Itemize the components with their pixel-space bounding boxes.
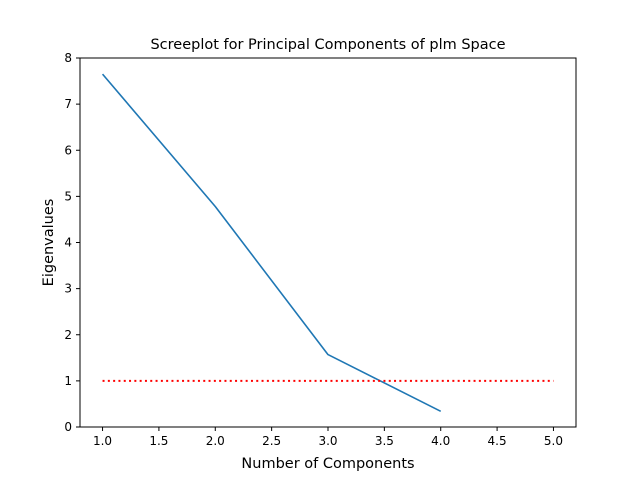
- chart-title: Screeplot for Principal Components of pl…: [150, 37, 505, 53]
- x-axis: 1.0 1.5 2.0 2.5 3.0 3.5 4.0 4.5 5.0: [93, 427, 563, 448]
- y-tick-label: 2: [64, 328, 72, 342]
- y-tick-label: 8: [64, 51, 72, 65]
- y-axis-label: Eigenvalues: [41, 199, 57, 287]
- x-axis-label: Number of Components: [241, 456, 414, 472]
- x-tick-label: 3.5: [375, 434, 394, 448]
- series-layer: [101, 73, 554, 413]
- y-tick-label: 0: [64, 420, 72, 434]
- eigenvalue-line: [101, 73, 442, 413]
- y-tick-label: 6: [64, 143, 72, 157]
- plot-area: [80, 58, 576, 427]
- y-tick-label: 5: [64, 189, 72, 203]
- y-tick-label: 1: [64, 374, 72, 388]
- x-tick-label: 4.5: [488, 434, 507, 448]
- x-tick-label: 2.0: [206, 434, 225, 448]
- x-tick-label: 1.5: [149, 434, 168, 448]
- y-tick-label: 7: [64, 97, 72, 111]
- x-tick-label: 4.0: [431, 434, 450, 448]
- x-tick-label: 1.0: [93, 434, 112, 448]
- y-axis: 0 1 2 3 4 5 6 7 8: [64, 51, 80, 434]
- x-tick-label: 5.0: [544, 434, 563, 448]
- x-tick-label: 2.5: [262, 434, 281, 448]
- y-tick-label: 3: [64, 282, 72, 296]
- y-tick-label: 4: [64, 236, 72, 250]
- x-tick-label: 3.0: [318, 434, 337, 448]
